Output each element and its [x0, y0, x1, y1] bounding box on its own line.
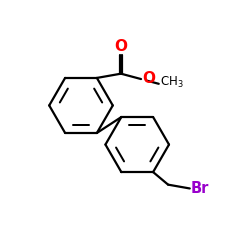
- Text: Br: Br: [191, 181, 209, 196]
- Text: O: O: [114, 39, 128, 54]
- Text: O: O: [142, 70, 155, 86]
- Text: CH$_3$: CH$_3$: [160, 75, 184, 90]
